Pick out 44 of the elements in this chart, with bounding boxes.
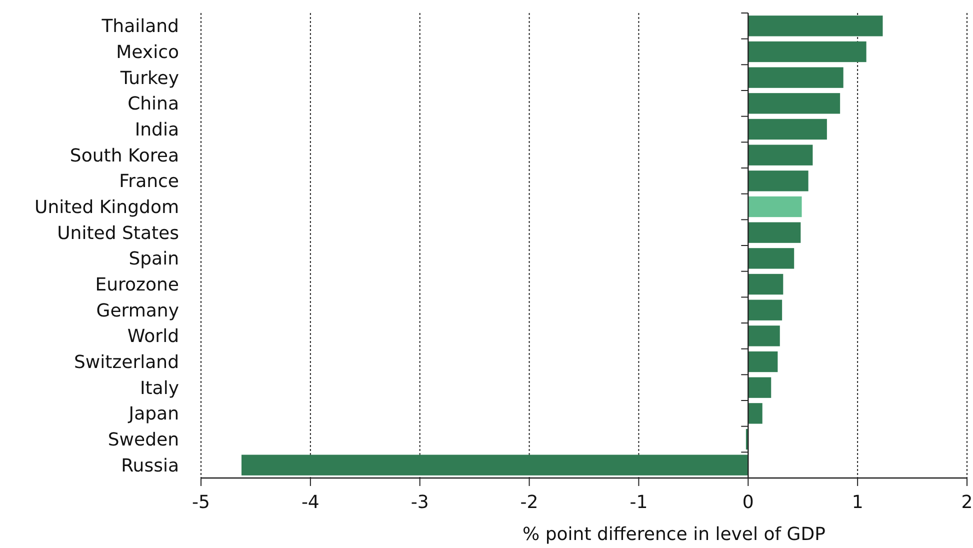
bar: [748, 351, 778, 372]
y-tick-label: Spain: [128, 248, 179, 270]
x-tick-label: -5: [192, 492, 210, 513]
bar: [748, 144, 813, 166]
bar: [748, 93, 840, 114]
bar: [748, 377, 772, 398]
x-tick-label: 1: [852, 492, 864, 513]
y-tick-label: United States: [57, 222, 179, 244]
y-tick-label: Sweden: [108, 430, 179, 451]
y-tick-label: India: [134, 120, 179, 141]
y-tick-label: Thailand: [100, 16, 179, 38]
y-tick-label: China: [128, 94, 179, 115]
x-tick-label: -2: [520, 492, 538, 513]
y-tick-label: France: [119, 171, 179, 192]
y-tick-label: Turkey: [119, 68, 180, 89]
bar: [241, 454, 748, 476]
x-tick-label: -1: [630, 492, 648, 513]
y-tick-label: World: [127, 326, 179, 348]
x-tick-label: -4: [301, 492, 320, 513]
y-tick-label: United Kingdom: [34, 197, 179, 218]
bar: [748, 170, 808, 192]
bar: [748, 300, 782, 320]
y-tick-label: South Korea: [70, 145, 179, 166]
bar: [748, 118, 827, 140]
y-tick-label: Russia: [121, 455, 179, 476]
y-tick-label: Germany: [96, 300, 180, 322]
y-tick-label: Mexico: [116, 42, 179, 64]
y-tick-label: Italy: [140, 378, 180, 399]
x-tick-label: 2: [961, 492, 973, 513]
x-axis-title: % point difference in level of GDP: [522, 524, 826, 545]
bar: [748, 248, 794, 269]
y-tick-label: Switzerland: [74, 352, 179, 374]
bar: [748, 16, 883, 36]
y-tick-label: Japan: [128, 404, 179, 425]
bar: [748, 67, 844, 88]
y-tick-label: Eurozone: [95, 274, 179, 296]
bar: [748, 41, 866, 62]
bar: [748, 326, 780, 346]
x-tick-label: -3: [410, 492, 429, 513]
bar: [748, 196, 802, 218]
x-tick-label: 0: [742, 492, 754, 513]
bar: [748, 222, 801, 243]
bar: [748, 403, 762, 424]
bar: [748, 274, 784, 295]
